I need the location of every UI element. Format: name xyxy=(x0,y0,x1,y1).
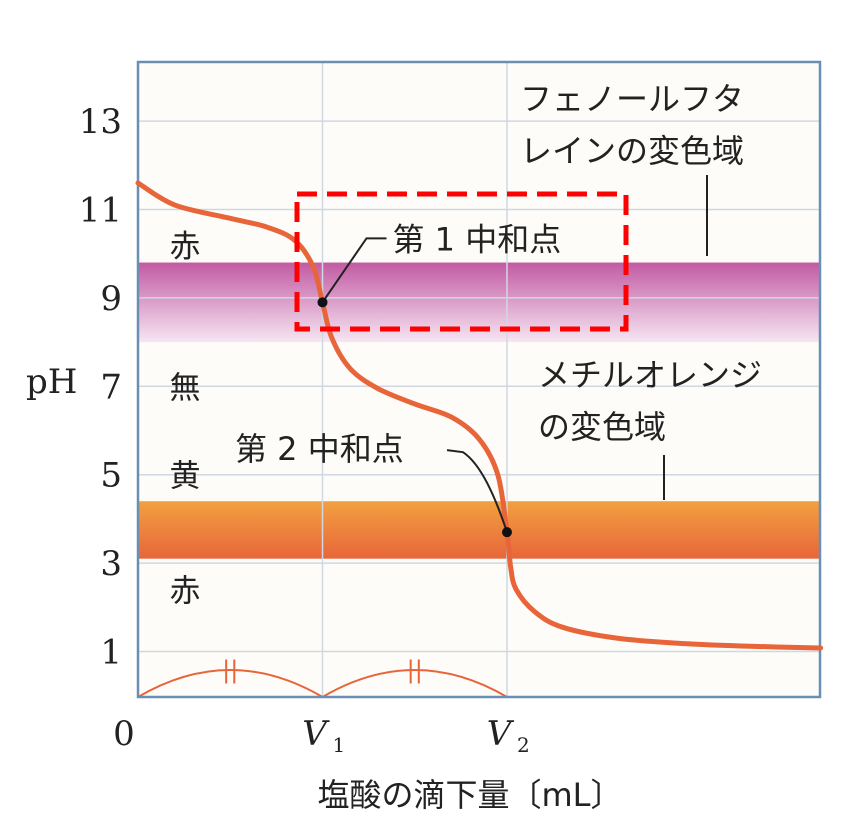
leader-point-2 xyxy=(446,449,508,533)
point-1-label: 第 1 中和点 xyxy=(393,220,562,258)
indicator-color-label: 赤 xyxy=(170,229,201,265)
y-tick-label: 3 xyxy=(100,544,122,584)
equivalence-point-2 xyxy=(502,527,512,538)
band-label: の変色域 xyxy=(538,408,666,446)
y-tick-label: 5 xyxy=(100,456,122,496)
grid-lines xyxy=(138,62,820,697)
y-axis-title: pH xyxy=(26,362,77,402)
band-label: レインの変色域 xyxy=(520,132,744,170)
equal-interval-arc xyxy=(321,669,508,698)
x-tick-label: V xyxy=(487,714,515,754)
equal-interval-arcs: || || xyxy=(137,656,508,698)
equal-mark: || xyxy=(407,656,423,684)
indicator-color-label: 無 xyxy=(170,370,201,406)
highlight-box xyxy=(294,191,629,332)
x-tick-subscript: 1 xyxy=(333,733,346,757)
chart-labels: pH 塩酸の滴下量〔mL〕 0 xyxy=(26,362,623,814)
titration-curve xyxy=(135,180,824,651)
plot-area xyxy=(138,62,820,697)
leader-lines xyxy=(321,175,708,533)
y-tick-label: 1 xyxy=(100,633,122,673)
x-tick-label: V xyxy=(302,714,330,754)
leader-point-1 xyxy=(321,237,387,303)
equal-mark: || xyxy=(222,656,238,684)
band-label: メチルオレンジ xyxy=(538,356,762,394)
equivalence-points xyxy=(317,297,512,538)
indicator-color-label: 黄 xyxy=(170,459,201,495)
x-axis-title: 塩酸の滴下量〔mL〕 xyxy=(317,776,622,814)
y-tick-label: 7 xyxy=(100,367,122,407)
equivalence-point-1 xyxy=(317,297,328,308)
methyl-orange-band xyxy=(138,501,820,559)
band-label: フェノールフタ xyxy=(520,80,744,118)
y-tick-label: 11 xyxy=(79,191,122,231)
y-tick-label: 9 xyxy=(100,279,122,319)
plot-frame xyxy=(136,60,822,699)
x-origin-label: 0 xyxy=(113,714,135,754)
point-2-label: 第 2 中和点 xyxy=(235,430,404,468)
equal-interval-arc xyxy=(137,669,324,698)
x-tick-subscript: 2 xyxy=(517,733,530,757)
indicator-color-label: 赤 xyxy=(170,574,201,610)
y-tick-label: 13 xyxy=(79,102,122,142)
